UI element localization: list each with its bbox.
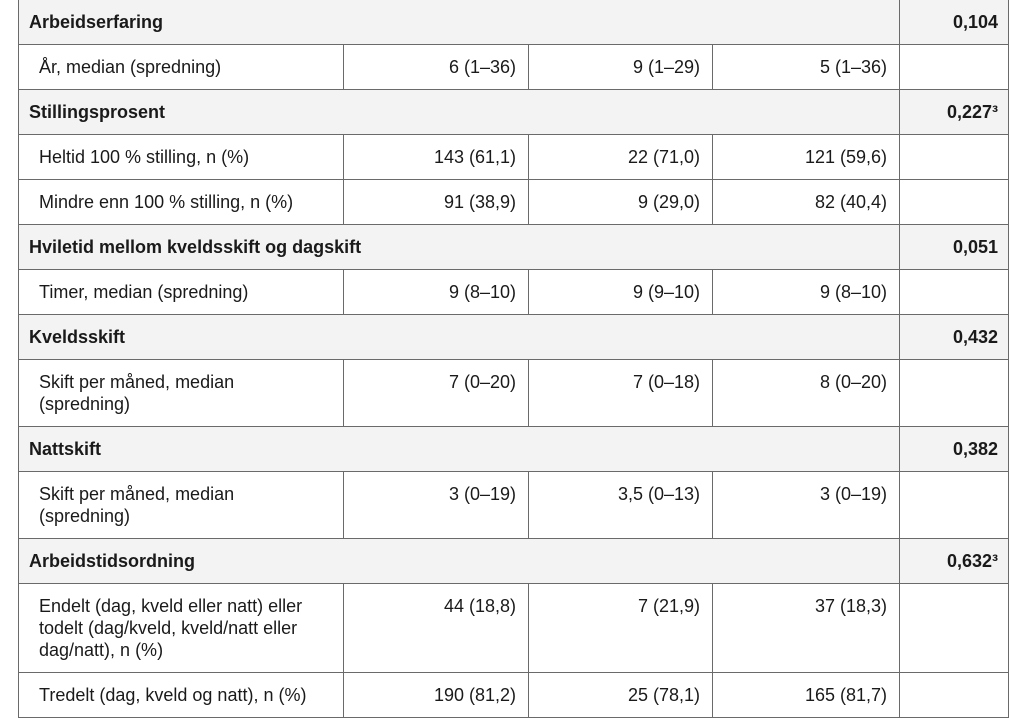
- cell: 9 (1–29): [528, 44, 713, 90]
- cell: 6 (1–36): [343, 44, 529, 90]
- cell: 190 (81,2): [343, 672, 529, 718]
- empty-cell: [899, 359, 1010, 427]
- cell: 7 (21,9): [528, 583, 713, 673]
- p-value: 0,432: [899, 314, 1010, 360]
- data-row: Tredelt (dag, kveld og natt), n (%) 190 (…: [18, 672, 1010, 718]
- section-title: Stillingsprosent: [17, 89, 901, 135]
- cell: 9 (8–10): [711, 269, 901, 315]
- row-label: Skift per måned, median (spredning): [18, 359, 344, 427]
- data-row: Endelt (dag, kveld eller natt) eller tod…: [18, 583, 1010, 673]
- data-table: Arbeidserfaring 0,104 År, median (sprednin…: [17, 0, 1010, 718]
- cell: 3 (0–19): [343, 471, 529, 539]
- cell: 9 (29,0): [528, 179, 713, 225]
- row-label: Mindre enn 100 % stilling, n (%): [18, 179, 344, 225]
- cell: 22 (71,0): [528, 134, 713, 180]
- data-row: Heltid 100 % stilling, n (%) 143 (61,1) 22…: [18, 134, 1010, 180]
- empty-cell: [899, 269, 1010, 315]
- section-title: Hviletid mellom kveldsskift og dagskift: [17, 224, 901, 270]
- section-title: Kveldsskift: [17, 314, 901, 360]
- row-label: Tredelt (dag, kveld og natt), n (%): [18, 672, 344, 718]
- cell: 165 (81,7): [711, 672, 901, 718]
- section-title: Arbeidstidsordning: [17, 538, 901, 584]
- row-label: Timer, median (spredning): [18, 269, 344, 315]
- row-label: Skift per måned, median (spredning): [18, 471, 344, 539]
- cell: 121 (59,6): [711, 134, 901, 180]
- cell: 82 (40,4): [711, 179, 901, 225]
- table-body: Arbeidserfaring 0,104 År, median (sprednin…: [17, 0, 1010, 718]
- cell: 5 (1–36): [711, 44, 901, 90]
- row-label: Endelt (dag, kveld eller natt) eller tod…: [18, 583, 344, 673]
- data-row: Timer, median (spredning) 9 (8–10) 9 (9–10…: [18, 269, 1010, 315]
- section-title: Nattskift: [17, 426, 901, 472]
- section-row: Stillingsprosent 0,227³: [17, 89, 1010, 135]
- cell: 3 (0–19): [711, 471, 901, 539]
- data-row: Skift per måned, median (spredning) 3 (0–…: [18, 471, 1010, 539]
- p-value: 0,632³: [899, 538, 1010, 584]
- empty-cell: [899, 471, 1010, 539]
- empty-cell: [899, 583, 1010, 673]
- section-title: Arbeidserfaring: [17, 0, 901, 45]
- cell: 37 (18,3): [711, 583, 901, 673]
- section-row: Nattskift 0,382: [17, 426, 1010, 472]
- empty-cell: [899, 44, 1010, 90]
- p-value: 0,382: [899, 426, 1010, 472]
- cell: 91 (38,9): [343, 179, 529, 225]
- cell: 44 (18,8): [343, 583, 529, 673]
- section-row: Arbeidserfaring 0,104: [17, 0, 1010, 45]
- data-row: År, median (spredning) 6 (1–36) 9 (1–29) 5 …: [18, 44, 1010, 90]
- p-value: 0,104: [899, 0, 1010, 45]
- data-row: Skift per måned, median (spredning) 7 (0–…: [18, 359, 1010, 427]
- cell: 7 (0–20): [343, 359, 529, 427]
- section-row: Arbeidstidsordning 0,632³: [17, 538, 1010, 584]
- data-row: Mindre enn 100 % stilling, n (%) 91 (38,9…: [18, 179, 1010, 225]
- cell: 143 (61,1): [343, 134, 529, 180]
- section-row: Hviletid mellom kveldsskift og dagskift 0…: [17, 224, 1010, 270]
- cell: 8 (0–20): [711, 359, 901, 427]
- empty-cell: [899, 179, 1010, 225]
- cell: 9 (8–10): [343, 269, 529, 315]
- cell: 9 (9–10): [528, 269, 713, 315]
- row-label: Heltid 100 % stilling, n (%): [18, 134, 344, 180]
- p-value: 0,227³: [899, 89, 1010, 135]
- empty-cell: [899, 134, 1010, 180]
- cell: 7 (0–18): [528, 359, 713, 427]
- section-row: Kveldsskift 0,432: [17, 314, 1010, 360]
- cell: 3,5 (0–13): [528, 471, 713, 539]
- row-label: År, median (spredning): [18, 44, 344, 90]
- p-value: 0,051: [899, 224, 1010, 270]
